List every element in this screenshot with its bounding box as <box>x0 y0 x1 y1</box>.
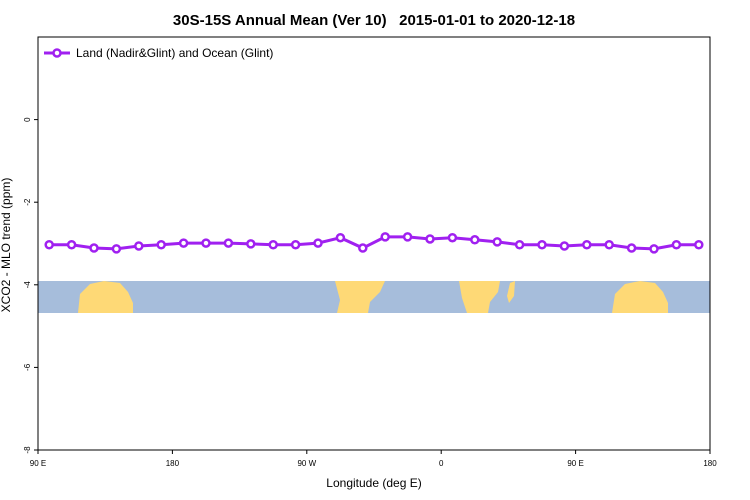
point <box>537 239 547 250</box>
point <box>178 238 189 248</box>
land <box>78 281 133 313</box>
point <box>447 232 458 243</box>
y-tick-label: -6 <box>23 363 32 371</box>
point <box>111 244 122 254</box>
plot-frame <box>37 36 711 451</box>
x-tick-label: 180 <box>703 459 717 468</box>
x-axis-label: Longitude (deg E) <box>326 476 421 490</box>
x-tick-label: 0 <box>439 459 444 468</box>
point <box>582 239 592 250</box>
y-tick-label: -2 <box>23 198 32 206</box>
point <box>66 239 77 250</box>
point <box>268 239 278 250</box>
point <box>44 239 54 250</box>
point <box>425 234 435 244</box>
legend-label: Land (Nadir&Glint) and Ocean (Glint) <box>76 46 273 60</box>
legend-marker <box>52 48 62 58</box>
x-tick-label: 180 <box>166 459 180 468</box>
y-tick-label: -4 <box>23 281 32 289</box>
x-tick-label: 90 E <box>30 459 46 468</box>
point <box>671 239 682 250</box>
point <box>402 232 413 242</box>
x-tick-label: 90 E <box>567 459 583 468</box>
point <box>694 239 704 250</box>
series-line <box>49 235 699 251</box>
land <box>507 281 515 303</box>
point <box>559 241 570 251</box>
point <box>380 232 390 242</box>
y-tick-label: 0 <box>23 117 32 122</box>
point <box>223 238 234 248</box>
point <box>246 239 256 249</box>
point <box>89 243 99 253</box>
land <box>335 281 385 313</box>
point <box>201 238 211 248</box>
point <box>358 243 368 253</box>
chart-title: 30S-15S Annual Mean (Ver 10) 2015-01-01 … <box>173 12 575 29</box>
point <box>514 239 525 250</box>
point <box>290 239 301 250</box>
point <box>626 243 637 253</box>
y-axis-label: XCO2 - MLO trend (ppm) <box>0 178 13 313</box>
y-tick-label: -8 <box>23 446 32 454</box>
map-strip <box>38 281 710 313</box>
x-tick-label: 90 W <box>297 459 316 468</box>
point <box>470 235 480 245</box>
point <box>313 238 323 248</box>
point <box>604 239 614 250</box>
point <box>335 232 346 243</box>
point <box>649 244 659 254</box>
point <box>134 241 144 251</box>
land <box>612 281 668 313</box>
land <box>459 281 500 313</box>
point <box>156 239 166 250</box>
point <box>492 237 502 247</box>
